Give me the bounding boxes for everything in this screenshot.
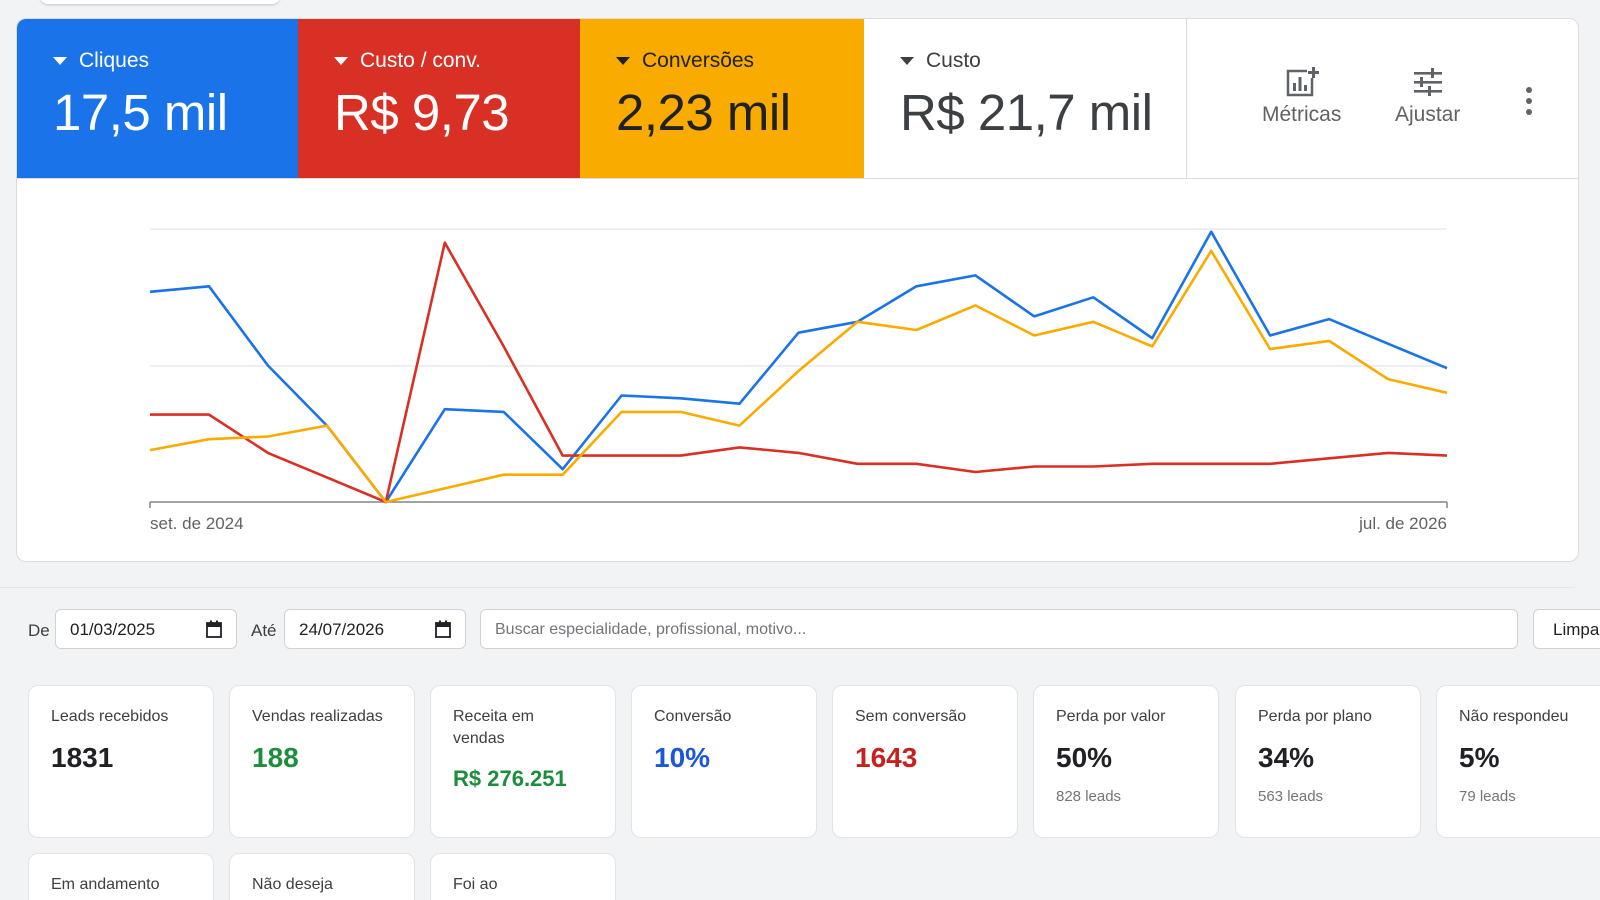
kpi-value: 1831	[51, 742, 114, 773]
kpi-sub: 79 leads	[1459, 788, 1516, 805]
scorecard-custo-conv[interactable]: Custo / conv. R$ 9,73	[298, 19, 580, 178]
kpi-value: 34%	[1258, 742, 1315, 773]
scorecard-value: 2,23 mil	[616, 84, 791, 141]
scorecard-label: Custo / conv.	[360, 49, 481, 72]
caret-down-icon	[900, 57, 914, 65]
kpi-value: 50%	[1056, 742, 1113, 773]
from-date-value: 01/03/2025	[70, 620, 156, 639]
series-line-2	[150, 241, 1448, 504]
kpi-label: Sem conversão	[855, 708, 967, 725]
more-vert-icon[interactable]	[1517, 81, 1541, 121]
kpi-card-sem-conversao: Sem conversão 1643	[832, 685, 1018, 838]
series-line-1	[149, 230, 1448, 504]
scorecard-label: Custo	[926, 49, 981, 72]
scorecard-cliques[interactable]: Cliques 17,5 mil	[17, 19, 298, 178]
calendar-icon[interactable]	[206, 620, 222, 638]
filter-bar: De 01/03/2025 Até 24/07/2026 Buscar espe…	[0, 609, 1600, 653]
kpi-card-receita: Receita em vendas R$ 276.251	[430, 685, 616, 838]
add-chart-icon	[1286, 66, 1319, 97]
scorecard-row: Cliques 17,5 mil Custo / conv. R$ 9,73 C…	[17, 19, 1578, 179]
scorecard-conversoes[interactable]: Conversões 2,23 mil	[580, 19, 864, 178]
tune-icon	[1413, 68, 1442, 96]
kpi-card-foi-ao: Foi ao	[430, 853, 616, 900]
scorecard-value: R$ 9,73	[334, 84, 510, 141]
metricas-label: Métricas	[1262, 103, 1342, 126]
kpi-value: 1643	[855, 742, 918, 773]
kpi-sub: 828 leads	[1056, 788, 1122, 805]
kpi-label: Foi ao	[453, 876, 498, 893]
performance-line-chart: set. de 2024 jul. de 2026	[149, 228, 1448, 533]
kpi-card-leads: Leads recebidos 1831	[28, 685, 214, 838]
kpi-label: Perda por plano	[1258, 708, 1372, 725]
caret-down-icon	[53, 57, 67, 65]
to-label: Até	[251, 621, 277, 640]
calendar-icon[interactable]	[435, 620, 451, 638]
clear-filters-button[interactable]: Limpar	[1533, 609, 1600, 649]
kpi-label: Não respondeu	[1459, 708, 1569, 725]
kpi-card-perda-valor: Perda por valor 50% 828 leads	[1033, 685, 1219, 838]
from-date-input[interactable]: 01/03/2025	[55, 609, 237, 649]
scorecard-custo[interactable]: Custo R$ 21,7 mil	[864, 19, 1187, 178]
kpi-value: 10%	[654, 742, 711, 773]
ajustar-button[interactable]: Ajustar	[1395, 65, 1460, 127]
section-divider	[0, 587, 1575, 588]
kpi-label: Em andamento	[51, 876, 160, 893]
kpi-label: Receita em vendas	[453, 708, 534, 747]
kpi-card-em-andamento: Em andamento	[28, 853, 214, 900]
kpi-value: R$ 276.251	[453, 766, 567, 791]
kpi-label: Não deseja	[252, 876, 333, 893]
kpi-sub: 563 leads	[1258, 788, 1324, 805]
kpi-label: Vendas realizadas	[252, 708, 383, 725]
x-tick-label-end: jul. de 2026	[1358, 514, 1447, 533]
caret-down-icon	[334, 57, 348, 65]
kpi-value: 5%	[1459, 742, 1500, 773]
metricas-button[interactable]: Métricas	[1262, 65, 1341, 127]
search-placeholder: Buscar especialidade, profissional, moti…	[495, 621, 807, 638]
to-date-value: 24/07/2026	[299, 620, 385, 639]
kpi-card-vendas: Vendas realizadas 188	[229, 685, 415, 838]
search-input[interactable]: Buscar especialidade, profissional, moti…	[480, 609, 1518, 649]
ajustar-label: Ajustar	[1395, 103, 1461, 126]
performance-card: Cliques 17,5 mil Custo / conv. R$ 9,73 C…	[16, 18, 1579, 562]
x-tick-label-start: set. de 2024	[150, 514, 244, 533]
kpi-label: Leads recebidos	[51, 708, 169, 725]
kpi-card-nao-respondeu: Não respondeu 5% 79 leads	[1436, 685, 1600, 838]
kpi-value: 188	[252, 742, 299, 773]
kpi-card-nao-deseja: Não deseja	[229, 853, 415, 900]
kpi-label: Perda por valor	[1056, 708, 1166, 725]
kpi-card-conversao: Conversão 10%	[631, 685, 817, 838]
scorecard-value: 17,5 mil	[53, 84, 228, 141]
kpi-label: Conversão	[654, 708, 732, 725]
caret-down-icon	[616, 57, 630, 65]
from-label: De	[28, 621, 50, 640]
kpi-card-perda-plano: Perda por plano 34% 563 leads	[1235, 685, 1421, 838]
top-tab-sliver	[40, 0, 280, 4]
to-date-input[interactable]: 24/07/2026	[284, 609, 466, 649]
series-line-3	[149, 249, 1448, 504]
scorecard-label: Conversões	[642, 49, 755, 72]
scorecard-value: R$ 21,7 mil	[900, 84, 1153, 141]
scorecard-label: Cliques	[79, 49, 150, 72]
series-layer	[149, 230, 1448, 504]
